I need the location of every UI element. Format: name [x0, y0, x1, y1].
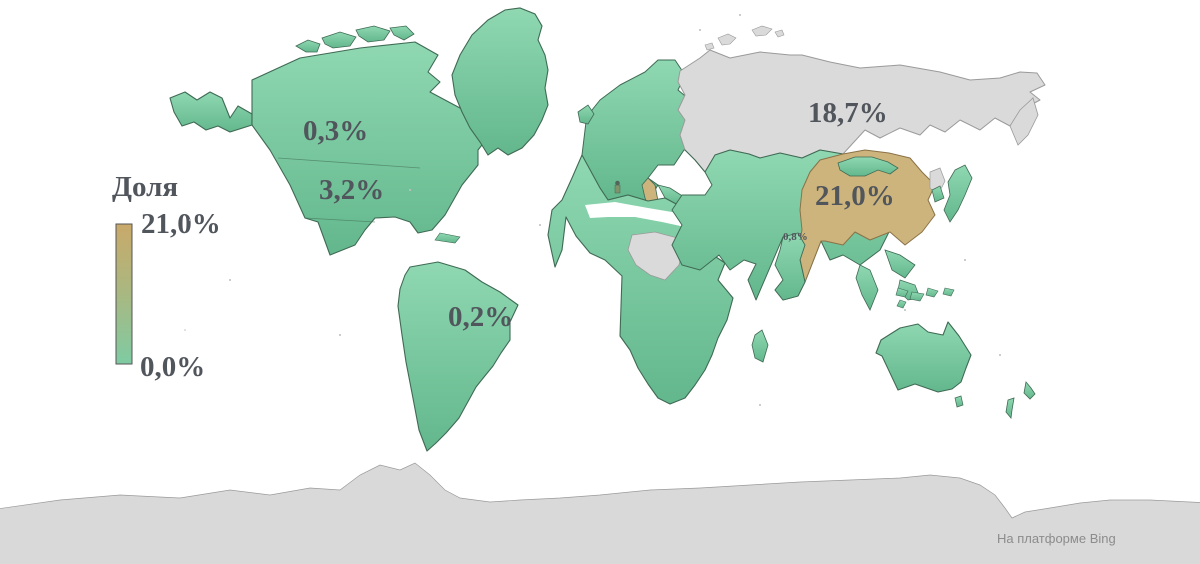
- svg-text:На платформе Bing: На платформе Bing: [997, 531, 1116, 546]
- svg-text:0,3%: 0,3%: [303, 115, 368, 147]
- svg-text:21,0%: 21,0%: [815, 180, 895, 212]
- svg-text:0,8%: 0,8%: [783, 231, 808, 243]
- svg-text:21,0%: 21,0%: [141, 208, 221, 240]
- svg-text:18,7%: 18,7%: [808, 97, 888, 129]
- svg-text:0,2%: 0,2%: [448, 301, 513, 333]
- svg-text:3,2%: 3,2%: [319, 174, 384, 206]
- svg-text:Доля: Доля: [112, 171, 178, 203]
- svg-text:0,0%: 0,0%: [140, 351, 205, 383]
